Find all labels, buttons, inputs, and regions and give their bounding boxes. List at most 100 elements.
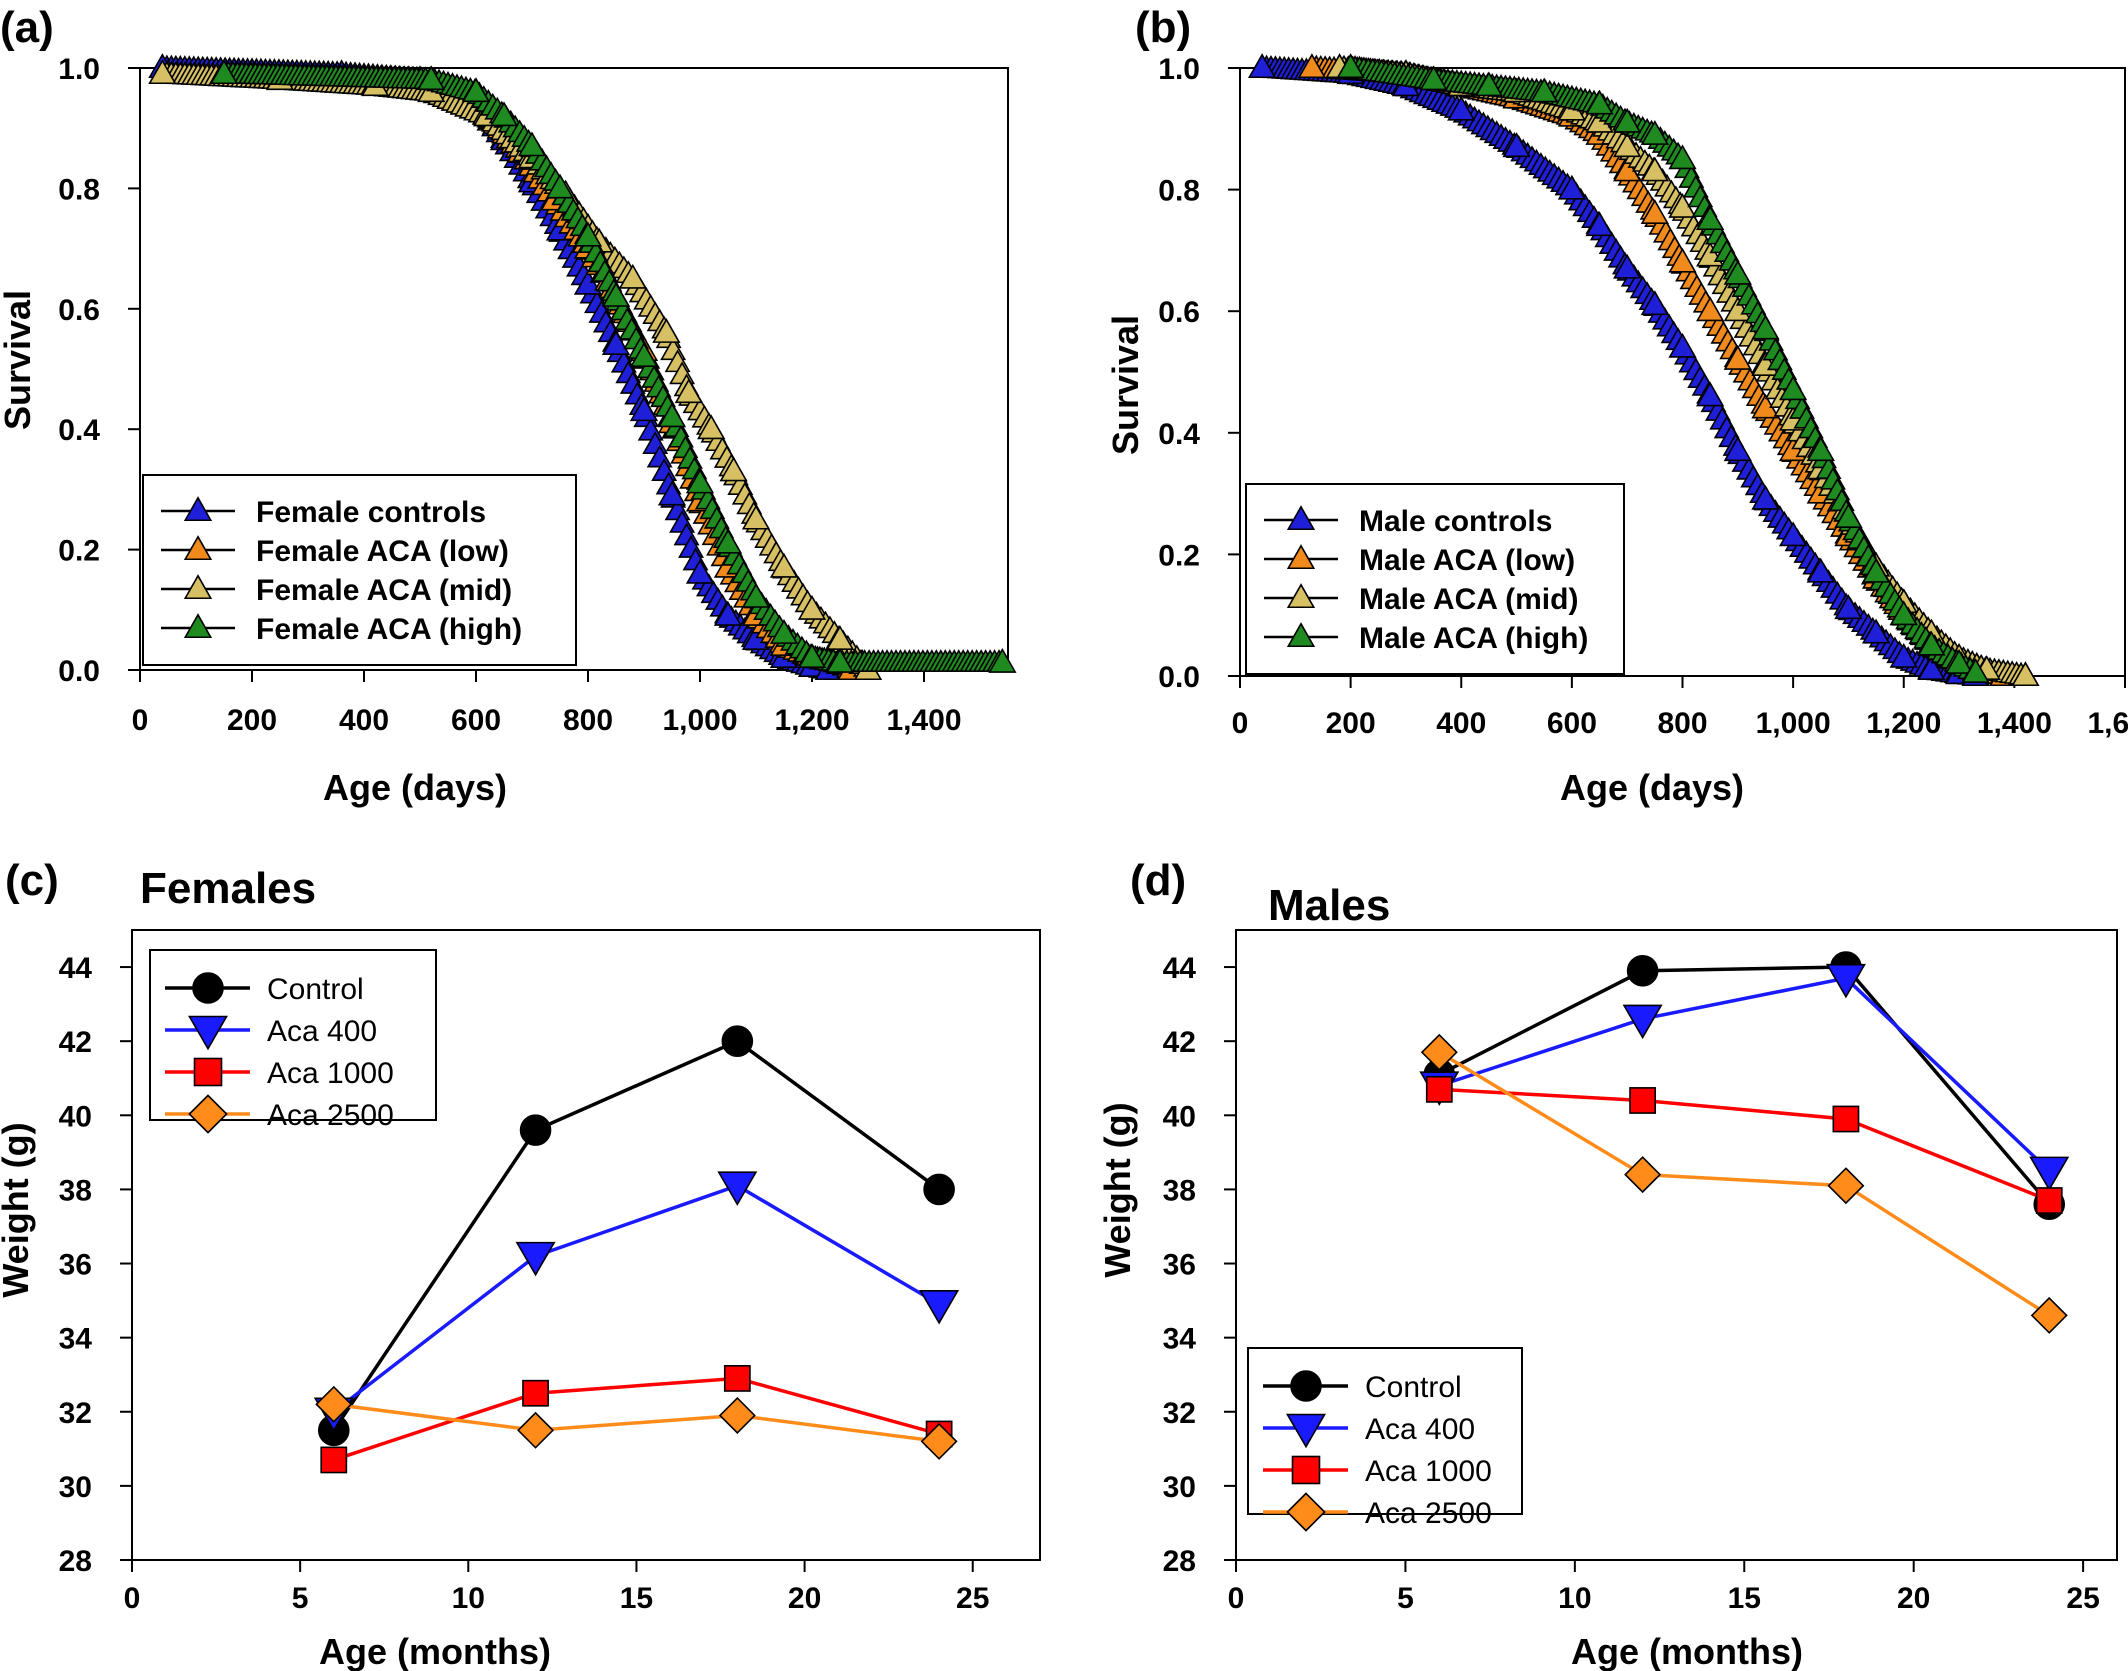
x-tick-label: 10 — [452, 1582, 485, 1615]
panel-c-label: (c) — [5, 856, 59, 905]
data-point — [2029, 1156, 2070, 1192]
survival-point — [629, 342, 659, 368]
survival-point — [685, 468, 715, 494]
x-tick-label: 200 — [227, 704, 277, 737]
x-tick-label: 1,200 — [774, 704, 849, 737]
legend-label: Aca 400 — [1365, 1413, 1475, 1446]
survival-point — [741, 582, 771, 608]
series-line-3 — [1438, 1050, 2051, 1317]
panel-a-x-axis-label: Age (days) — [323, 767, 507, 808]
x-tick-label: 600 — [1547, 707, 1597, 740]
survival-point — [713, 528, 743, 554]
survival-point — [719, 456, 748, 482]
legend-marker — [183, 613, 213, 639]
series-line-0 — [332, 1039, 941, 1432]
survival-point — [1696, 205, 1725, 231]
legend-label: Aca 1000 — [1365, 1455, 1492, 1488]
data-point — [717, 1171, 758, 1206]
data-point — [315, 1385, 353, 1423]
panel-b-survival-males: (b) Age (days) Survival 0 200 400 600 800 1,0… — [1105, 3, 2128, 808]
legend-marker — [1286, 505, 1316, 531]
legend-marker — [193, 1057, 223, 1087]
legend-marker — [183, 496, 213, 522]
survival-point — [461, 77, 491, 103]
x-tick-label: 800 — [563, 704, 613, 737]
data-point — [1629, 1087, 1657, 1114]
survival-point — [2011, 661, 2040, 687]
survival-point — [1613, 107, 1642, 133]
legend-label: Aca 2500 — [267, 1099, 394, 1132]
x-tick-label: 800 — [1657, 707, 1707, 740]
data-point — [923, 1173, 955, 1206]
y-tick-label: 42 — [59, 1026, 92, 1059]
y-tick-label: 0.0 — [58, 655, 100, 688]
survival-point — [517, 131, 547, 157]
plot-frame — [1235, 929, 2118, 1561]
survival-point — [1723, 345, 1752, 370]
panel-d-x-axis-label: Age (months) — [1571, 1631, 1803, 1671]
survival-point — [685, 558, 715, 584]
survival-point — [1640, 120, 1669, 145]
legend-marker — [1286, 622, 1316, 648]
survival-point — [797, 643, 827, 669]
survival-point — [1640, 199, 1669, 224]
survival-point — [148, 59, 177, 85]
data-point — [1827, 1167, 1865, 1205]
survival-point — [417, 65, 446, 91]
data-point — [1825, 963, 1866, 999]
x-tick-label: 25 — [2066, 1582, 2099, 1615]
survival-point — [652, 318, 681, 343]
data-point — [1425, 1075, 1453, 1103]
x-tick-label: 0 — [1232, 707, 1249, 740]
data-point — [515, 1241, 556, 1277]
survival-point — [1751, 314, 1780, 340]
survival-point — [1806, 557, 1835, 583]
legend-marker — [1286, 1413, 1326, 1449]
survival-point — [1247, 53, 1277, 79]
y-tick-label: 0.4 — [1158, 418, 1200, 451]
survival-point — [1668, 144, 1697, 170]
x-tick-label: 1,600 — [2087, 707, 2128, 740]
x-tick-label: 1,000 — [662, 704, 737, 737]
panel-d-title: Males — [1268, 881, 1390, 930]
x-tick-label: 20 — [1897, 1582, 1930, 1615]
panel-a-y-axis-label: Survival — [0, 290, 38, 430]
plot-frame — [139, 67, 1009, 671]
x-tick-label: 0 — [1228, 1582, 1245, 1615]
data-point — [723, 1365, 751, 1392]
series-line-2 — [1439, 1087, 2050, 1203]
panel-d-label: (d) — [1130, 856, 1186, 905]
survival-point — [674, 378, 703, 404]
y-tick-label: 40 — [1163, 1100, 1196, 1133]
legend-box — [142, 474, 577, 666]
survival-point — [1585, 89, 1614, 115]
y-tick-label: 38 — [59, 1174, 92, 1207]
survival-point — [1917, 630, 1946, 656]
legend-label: Male controls — [1359, 505, 1552, 538]
legend-marker — [188, 1094, 228, 1134]
y-tick-label: 0.2 — [58, 535, 100, 568]
y-tick-label: 1.0 — [1158, 53, 1200, 86]
survival-point — [825, 647, 855, 673]
survival-point — [1778, 521, 1808, 547]
legend-label: Male ACA (mid) — [1359, 583, 1578, 616]
y-tick-label: 38 — [1163, 1174, 1196, 1207]
survival-point — [657, 402, 687, 428]
x-tick-label: 1,000 — [1756, 707, 1831, 740]
y-tick-label: 0.4 — [58, 414, 100, 447]
y-tick-label: 0.8 — [1158, 175, 1200, 208]
y-tick-label: 34 — [1163, 1323, 1197, 1356]
x-tick-label: 200 — [1326, 707, 1376, 740]
legend-label: Aca 400 — [267, 1015, 377, 1048]
legend-label: Male ACA (low) — [1359, 544, 1575, 577]
legend-marker — [192, 972, 224, 1004]
x-tick-label: 25 — [956, 1582, 989, 1615]
x-tick-label: 5 — [1397, 1582, 1414, 1615]
survival-point — [573, 221, 603, 247]
survival-point — [1668, 247, 1697, 273]
data-point — [320, 1446, 348, 1474]
legend-label: Aca 1000 — [267, 1057, 394, 1090]
data-point — [718, 1396, 756, 1434]
survival-point — [769, 619, 799, 644]
